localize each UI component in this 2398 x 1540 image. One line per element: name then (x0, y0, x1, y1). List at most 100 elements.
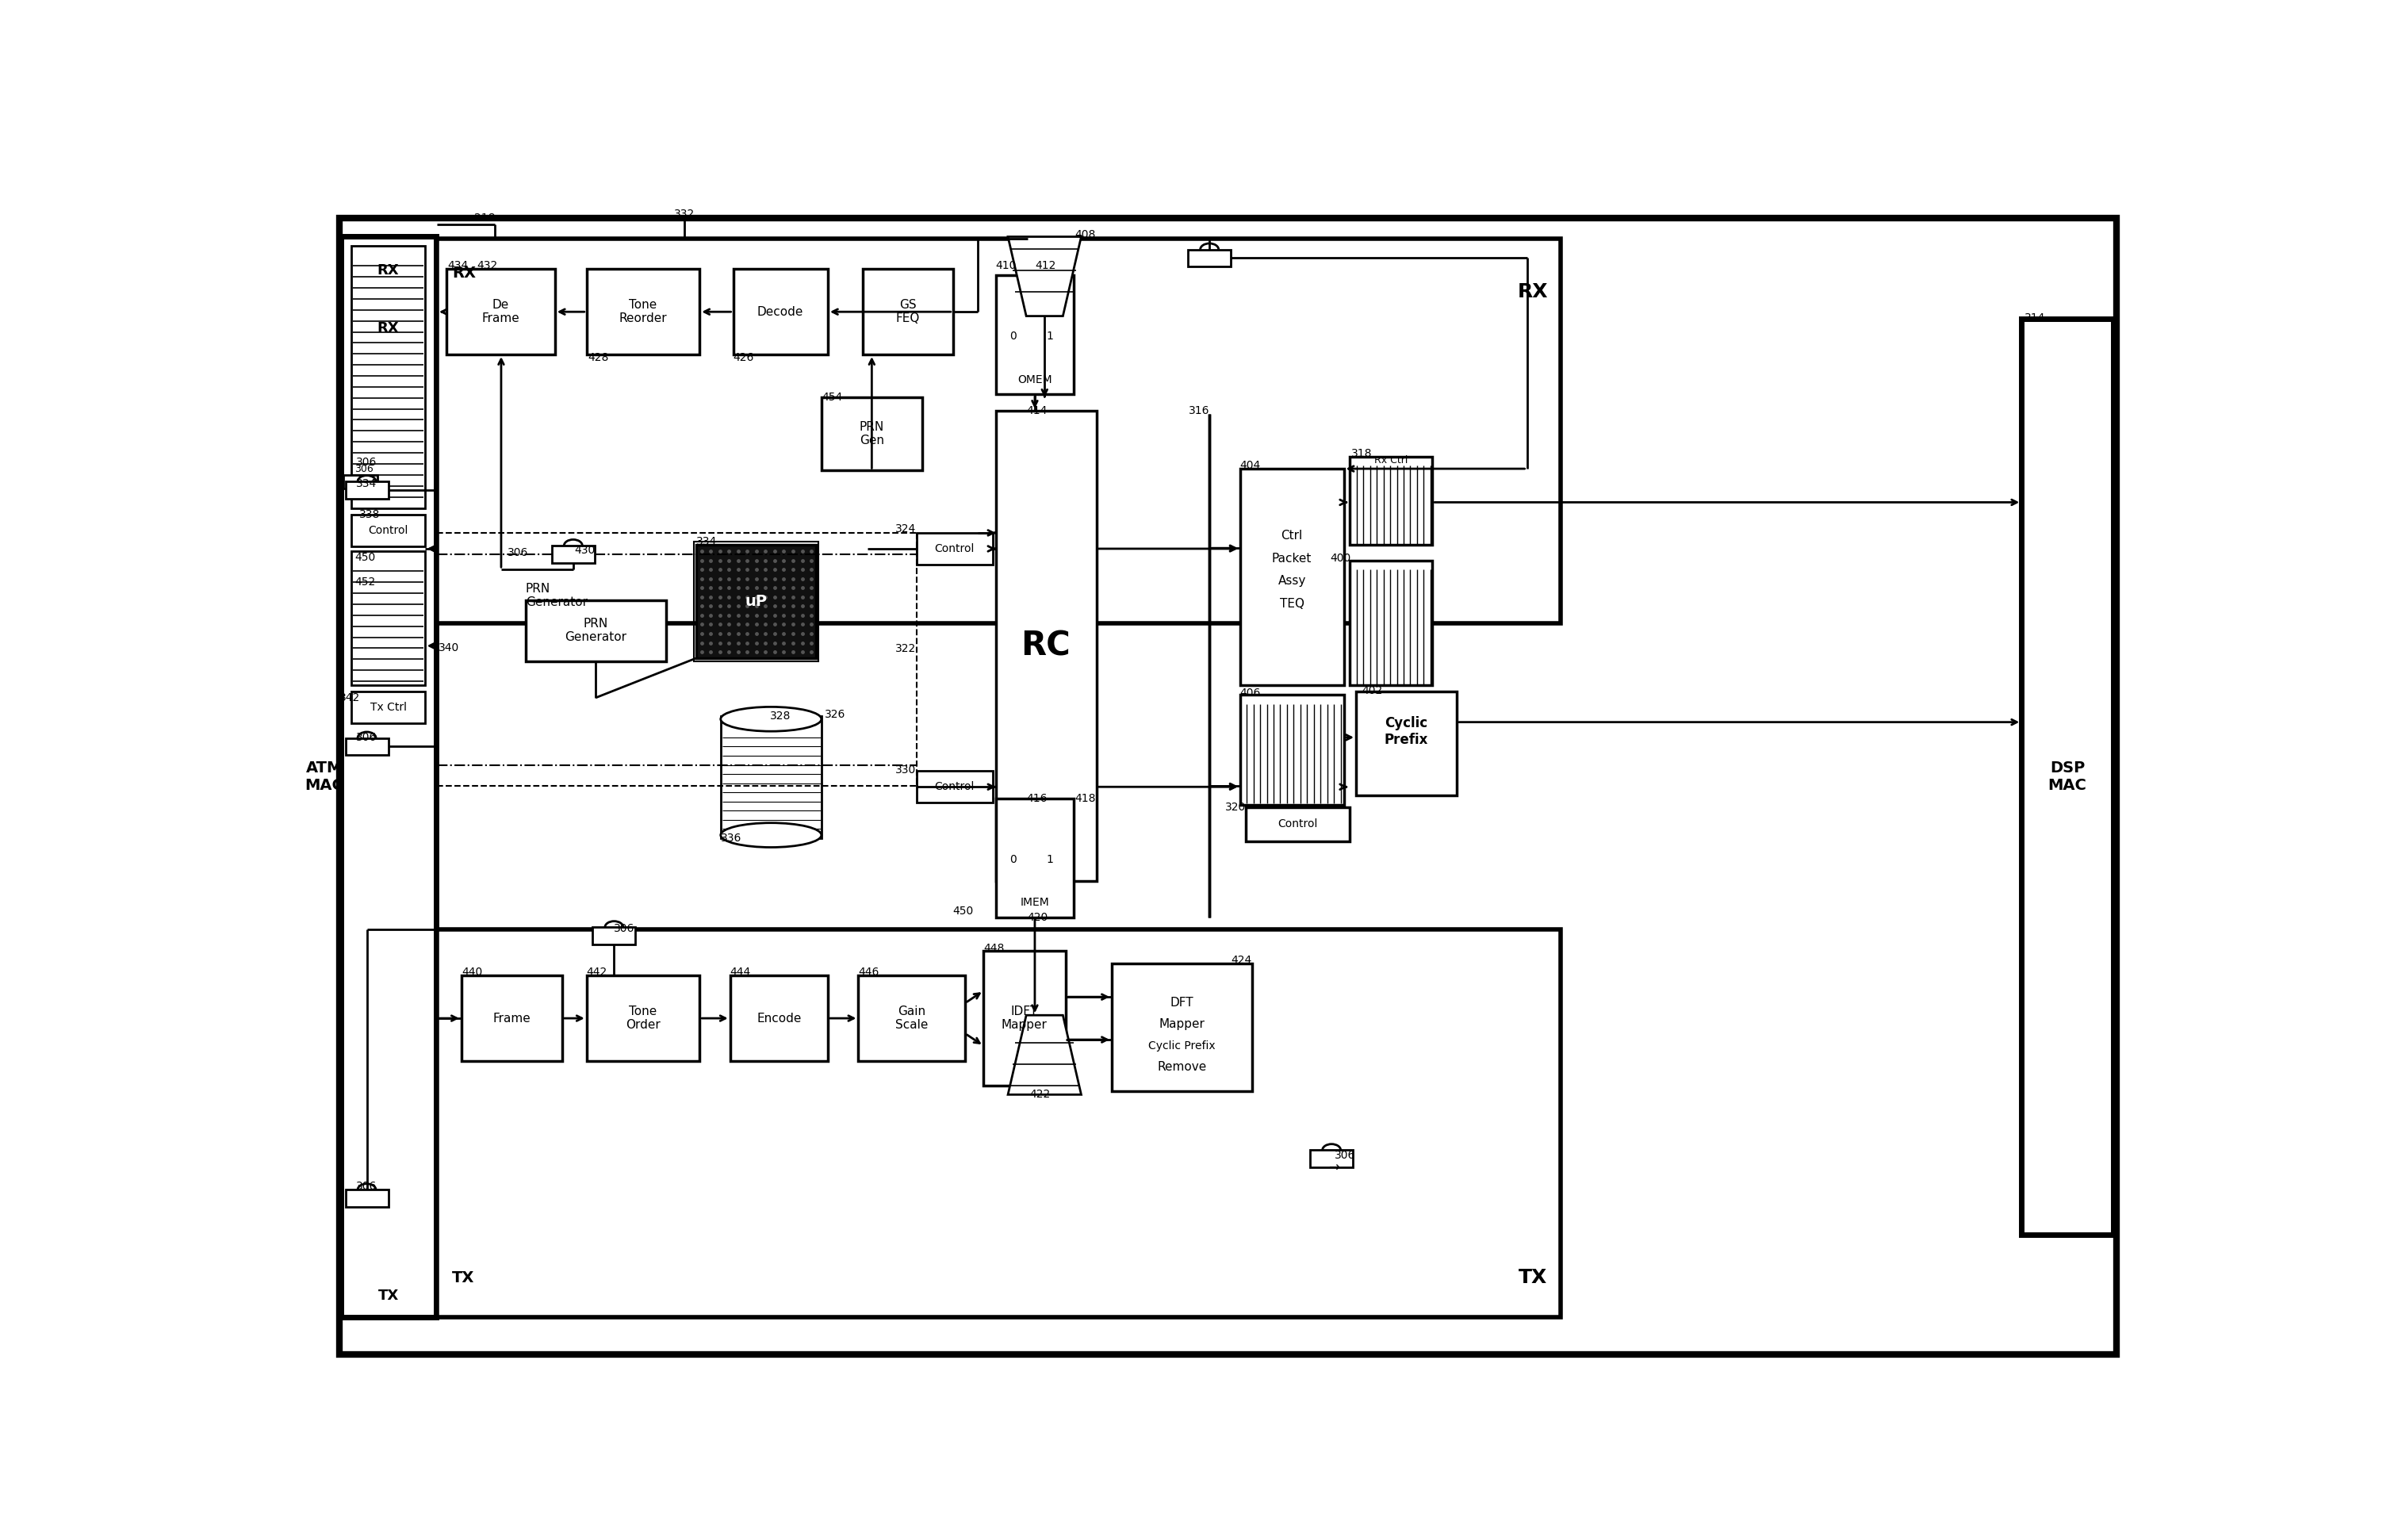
Bar (353, 514, 424, 547)
Text: 448: 448 (983, 942, 1005, 953)
Polygon shape (1007, 237, 1081, 316)
Text: PRN
Generator: PRN Generator (525, 584, 588, 608)
Text: 0: 0 (1010, 855, 1017, 865)
Ellipse shape (722, 707, 823, 731)
Text: RX: RX (1518, 282, 1549, 302)
Text: 434: 434 (448, 260, 468, 271)
Text: 404: 404 (1240, 460, 1261, 471)
Text: 316: 316 (1189, 405, 1209, 416)
Text: 408: 408 (1074, 229, 1096, 240)
Text: uP: uP (746, 594, 767, 608)
Text: Control: Control (935, 781, 974, 793)
Bar (722, 716, 823, 838)
Bar (525, 601, 667, 661)
Bar (729, 975, 827, 1061)
Text: 306: 306 (508, 547, 528, 559)
Bar (695, 545, 815, 658)
Text: 336: 336 (722, 833, 741, 844)
Bar (353, 246, 424, 508)
Bar (1355, 691, 1456, 795)
Text: 412: 412 (1036, 260, 1058, 271)
Bar (353, 691, 424, 724)
Bar (588, 975, 700, 1061)
Text: 322: 322 (894, 644, 916, 654)
Bar (1350, 561, 1432, 685)
Bar (1187, 249, 1230, 266)
Text: Tone
Reorder: Tone Reorder (619, 299, 667, 325)
Text: 422: 422 (1029, 1089, 1050, 1100)
Text: 306: 306 (355, 1181, 376, 1192)
Text: RC: RC (1022, 630, 1070, 662)
Text: Control: Control (935, 544, 974, 554)
Text: 420: 420 (1026, 912, 1048, 922)
Bar (2022, 319, 2113, 1235)
Text: Packet: Packet (1271, 553, 1312, 565)
Text: 0: 0 (1010, 331, 1017, 342)
Text: 414: 414 (1026, 405, 1048, 416)
Text: 326: 326 (825, 710, 846, 721)
Bar (1240, 468, 1343, 685)
Bar (983, 952, 1067, 1086)
Text: 400: 400 (1331, 553, 1350, 564)
Text: 340: 340 (439, 642, 460, 653)
Text: 324: 324 (894, 524, 916, 534)
Text: TX: TX (453, 1270, 475, 1286)
Text: 306: 306 (355, 464, 374, 474)
Bar (995, 411, 1096, 881)
Bar (343, 474, 376, 488)
Text: 440: 440 (460, 967, 482, 978)
Text: 426: 426 (734, 353, 753, 363)
Text: Tone
Order: Tone Order (626, 1006, 659, 1032)
Text: 330: 330 (894, 764, 916, 775)
Text: 416: 416 (1026, 793, 1048, 804)
Text: ATM
MAC: ATM MAC (305, 761, 343, 793)
Text: Decode: Decode (758, 306, 803, 317)
Text: Control: Control (1278, 819, 1319, 830)
Text: 342: 342 (341, 691, 360, 704)
Text: GS
FEQ: GS FEQ (897, 299, 921, 325)
Bar (436, 930, 1561, 1318)
Text: 306: 306 (614, 922, 635, 935)
Text: 428: 428 (588, 353, 609, 363)
Text: 314: 314 (2024, 313, 2045, 323)
Bar (345, 482, 388, 499)
Text: →: → (1328, 1161, 1340, 1175)
Text: DSP
MAC: DSP MAC (2048, 761, 2086, 793)
Text: Assy: Assy (1278, 574, 1307, 587)
Text: 424: 424 (1230, 955, 1252, 966)
Text: 306: 306 (1336, 1150, 1355, 1161)
Text: IDFT
Mapper: IDFT Mapper (1002, 1006, 1048, 1032)
Text: 402: 402 (1362, 685, 1384, 696)
Bar (436, 239, 1561, 624)
Bar (1113, 964, 1252, 1092)
Text: 454: 454 (823, 391, 842, 403)
Bar (1240, 695, 1343, 804)
Text: De
Frame: De Frame (482, 299, 520, 325)
Text: 1: 1 (1046, 331, 1053, 342)
Bar (693, 542, 818, 661)
Text: PRN
Generator: PRN Generator (566, 618, 626, 644)
Text: 410: 410 (995, 260, 1017, 271)
Bar (823, 397, 923, 471)
Text: 418: 418 (1074, 793, 1096, 804)
Text: Control: Control (369, 525, 408, 536)
Text: Tx Ctrl: Tx Ctrl (369, 702, 405, 713)
Bar (734, 269, 827, 354)
Text: 442: 442 (588, 967, 607, 978)
Text: 306: 306 (355, 731, 376, 742)
Text: 452: 452 (355, 576, 376, 587)
Bar (345, 1190, 388, 1207)
Text: 218: 218 (475, 213, 494, 223)
Bar (995, 276, 1074, 394)
Text: Ctrl: Ctrl (1281, 530, 1302, 542)
Text: Rx Ctrl: Rx Ctrl (1374, 454, 1408, 465)
Text: 338: 338 (360, 510, 381, 521)
Text: OMEM: OMEM (1017, 374, 1053, 385)
Text: Cyclic Prefix: Cyclic Prefix (1149, 1040, 1216, 1052)
Bar (552, 545, 595, 562)
Ellipse shape (722, 822, 823, 847)
Bar (446, 269, 554, 354)
Bar (1247, 807, 1350, 841)
Text: 306: 306 (355, 457, 376, 468)
Bar (588, 269, 700, 354)
